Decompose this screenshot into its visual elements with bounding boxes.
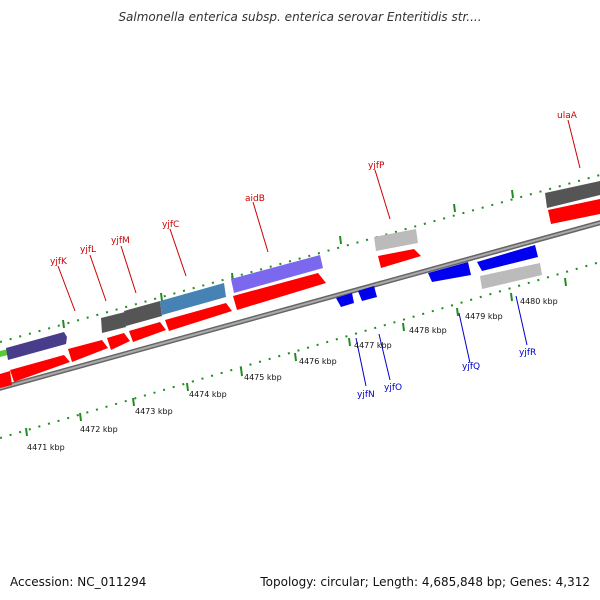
gene-label-yjfK[interactable]: yjfK (50, 257, 68, 267)
gene-label-yjfC[interactable]: yjfC (162, 220, 179, 230)
scale-label-4479: 4479 kbp (465, 312, 503, 321)
gene-red-4[interactable] (107, 333, 130, 350)
scale-label-4472: 4472 kbp (80, 425, 118, 434)
scale-label-4480: 4480 kbp (520, 297, 558, 306)
genome-summary: Topology: circular; Length: 4,685,848 bp… (260, 575, 590, 589)
gene-blue-yjfQ[interactable] (428, 262, 471, 282)
gene-red-ulaA[interactable] (548, 199, 600, 224)
gene-slate[interactable] (6, 332, 67, 360)
gene-blue-yjfR[interactable] (477, 245, 538, 271)
genome-title: Salmonella enterica subsp. enterica sero… (118, 10, 482, 24)
gene-label-ulaA[interactable]: ulaA (557, 111, 578, 121)
scale-label-4471: 4471 kbp (27, 443, 65, 452)
forward-inner-genes[interactable] (0, 199, 600, 388)
gene-label-yjfM[interactable]: yjfM (111, 236, 130, 246)
gene-light-gray-yjfR[interactable] (480, 263, 542, 289)
gene-aidB-slate[interactable] (231, 255, 323, 293)
gene-blue-yjfO[interactable] (358, 286, 377, 301)
scale-label-4476: 4476 kbp (299, 357, 337, 366)
forward-gene-labels: yjfK yjfL yjfM yjfC aidB yjfP ulaA (50, 111, 578, 267)
forward-outer-genes[interactable] (0, 181, 600, 360)
lower-major-ticks (25, 277, 567, 437)
gene-label-yjfQ[interactable]: yjfQ (462, 362, 480, 372)
gene-label-yjfL[interactable]: yjfL (80, 245, 96, 255)
gene-dark-gray-2[interactable] (124, 301, 162, 326)
gene-label-aidB[interactable]: aidB (245, 194, 265, 204)
gene-red-2[interactable] (10, 355, 70, 382)
scale-label-4478: 4478 kbp (409, 326, 447, 335)
forward-leader-lines (57, 119, 581, 312)
gene-label-yjfO[interactable]: yjfO (384, 383, 402, 393)
gene-red-3[interactable] (68, 340, 108, 362)
reverse-gene-labels: yjfN yjfO yjfQ yjfR (357, 348, 536, 400)
scale-label-4474: 4474 kbp (189, 390, 227, 399)
gene-label-yjfP[interactable]: yjfP (368, 161, 385, 171)
scale-label-4477: 4477 kbp (354, 341, 392, 350)
lower-tick-track (0, 261, 600, 439)
gene-steel[interactable] (160, 283, 226, 315)
gene-red-5[interactable] (129, 322, 166, 342)
gene-red-aidB[interactable] (233, 273, 326, 310)
gene-red-6[interactable] (165, 303, 232, 331)
gene-red-1[interactable] (0, 371, 12, 388)
gene-label-yjfN[interactable]: yjfN (357, 390, 375, 400)
gene-blue-yjfN[interactable] (336, 293, 354, 307)
gene-label-yjfR[interactable]: yjfR (519, 348, 536, 358)
genome-backbone (0, 220, 600, 391)
gene-dark-gray-ulaA[interactable] (545, 181, 600, 208)
scale-label-4475: 4475 kbp (244, 373, 282, 382)
reverse-leader-lines (355, 295, 528, 387)
gene-light-gray-yjfP[interactable] (374, 229, 418, 251)
upper-major-ticks (62, 189, 514, 329)
accession-label: Accession: NC_011294 (10, 575, 147, 589)
scale-label-4473: 4473 kbp (135, 407, 173, 416)
scale-labels: 4471 kbp 4472 kbp 4473 kbp 4474 kbp 4475… (27, 297, 558, 452)
gene-green[interactable] (0, 349, 8, 357)
gene-red-yjfP[interactable] (378, 249, 421, 268)
upper-tick-track (0, 174, 600, 343)
gene-dark-gray-1[interactable] (101, 312, 126, 333)
reverse-genes[interactable] (336, 245, 542, 307)
